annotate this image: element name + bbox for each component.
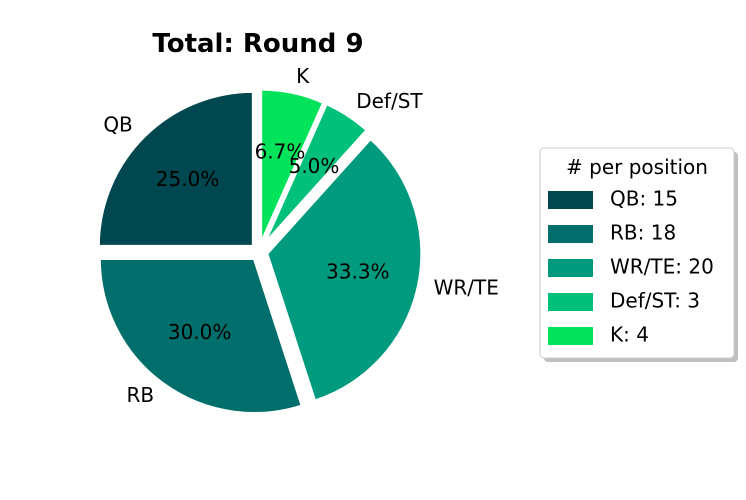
percent-labels: 25.0% 30.0% 33.3% 5.0%6.7% (156, 140, 390, 345)
category-label: K (296, 64, 310, 88)
legend-entry-label: K: 4 (610, 323, 649, 347)
legend-swatch (548, 293, 593, 311)
legend-entry-label: Def/ST: 3 (610, 289, 700, 313)
legend-entry-label: RB: 18 (610, 221, 676, 245)
pie-slice-k (259, 87, 326, 245)
legend-entry-label: QB: 15 (610, 187, 678, 211)
percent-label: 30.0% (168, 320, 232, 344)
category-label: Def/ST (356, 89, 423, 113)
percent-label: 33.3% (326, 259, 390, 283)
legend-swatch (548, 191, 593, 209)
pie-slice-wr-te (265, 136, 424, 403)
category-labels: QB RB WR/TE Def/ST K (103, 64, 499, 407)
pie-slice-rb (97, 256, 305, 415)
legend-title: # per position (566, 155, 708, 179)
legend-entry-label: WR/TE: 20 (610, 255, 714, 279)
legend-swatch (548, 225, 593, 243)
legend: # per position QB: 15 RB: 18 WR/TE: 20 Def/… (539, 147, 738, 362)
category-label: WR/TE (434, 276, 499, 300)
legend-swatch (548, 327, 593, 345)
chart-title: Total: Round 9 (152, 29, 363, 59)
legend-items: QB: 15 RB: 18 WR/TE: 20 Def/ST: 3 K: 4 (548, 187, 714, 347)
category-label: QB (103, 112, 132, 136)
pie-slice-qb (96, 89, 255, 248)
pie-slice-def-st (261, 101, 370, 247)
percent-label: 25.0% (156, 167, 220, 191)
pie-slices (96, 87, 424, 415)
percent-label: 6.7% (255, 140, 306, 164)
category-label: RB (126, 383, 154, 407)
legend-swatch (548, 259, 593, 277)
percent-label: 5.0% (289, 154, 340, 178)
